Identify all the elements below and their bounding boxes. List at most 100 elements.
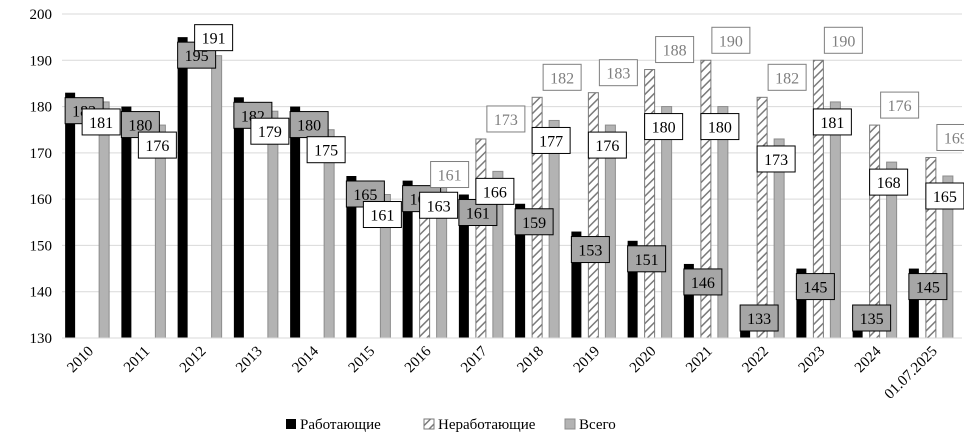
data-label-1: 182 bbox=[767, 63, 807, 91]
data-label-box bbox=[756, 145, 796, 173]
x-tick-label: 2018 bbox=[514, 344, 547, 377]
data-label-1: 161 bbox=[430, 161, 470, 189]
data-label-text: 190 bbox=[719, 33, 743, 50]
data-label-box bbox=[795, 273, 835, 301]
x-tick-label: 2016 bbox=[402, 343, 435, 376]
data-label-text: 190 bbox=[831, 33, 855, 50]
data-label-box bbox=[711, 26, 751, 54]
data-label-box bbox=[936, 123, 964, 151]
data-label-box bbox=[598, 59, 638, 87]
bar-hatched-1 bbox=[756, 96, 768, 339]
data-label-2: 161 bbox=[362, 201, 402, 229]
y-tick-label: 130 bbox=[30, 331, 53, 347]
data-label-2: 163 bbox=[419, 191, 459, 219]
bar-solid-2 bbox=[717, 106, 729, 339]
x-tick-label: 2011 bbox=[121, 344, 153, 376]
data-label-text: 180 bbox=[652, 120, 676, 137]
bar-solid-0 bbox=[571, 231, 582, 338]
legend-label: Неработающие bbox=[438, 417, 536, 433]
x-tick-label: 2012 bbox=[177, 344, 210, 377]
data-label-text: 135 bbox=[860, 311, 884, 328]
data-label-1: 188 bbox=[655, 36, 695, 64]
data-label-text: 182 bbox=[775, 70, 799, 87]
data-label-box bbox=[852, 304, 892, 332]
bar-solid-0 bbox=[177, 37, 188, 339]
x-tick-label: 2017 bbox=[458, 343, 491, 376]
data-label-box bbox=[137, 131, 177, 159]
data-label-2: 179 bbox=[250, 117, 290, 145]
data-label-text: 146 bbox=[691, 275, 715, 292]
data-label-text: 188 bbox=[663, 43, 687, 60]
legend-label: Всего bbox=[579, 417, 616, 433]
data-label-1: 169 bbox=[936, 123, 964, 151]
data-label-box bbox=[627, 245, 667, 273]
data-label-text: 133 bbox=[747, 311, 771, 328]
x-axis-ticks: 2010 2011 2012 2013 2014 2015 2016 2017 2018 2019… bbox=[64, 343, 940, 402]
data-label-text: 153 bbox=[578, 243, 602, 260]
bar-solid-2 bbox=[211, 55, 223, 339]
data-label-box bbox=[430, 161, 470, 189]
data-label-text: 165 bbox=[933, 189, 957, 206]
bar-solid-0 bbox=[402, 180, 413, 338]
data-label-2: 180 bbox=[700, 113, 740, 141]
bar-hatched-1 bbox=[700, 59, 712, 339]
bar-solid-2 bbox=[98, 101, 110, 339]
data-label-0: 180 bbox=[289, 111, 329, 139]
data-label-text: 151 bbox=[635, 252, 659, 269]
bar-solid-0 bbox=[515, 203, 526, 338]
data-label-box bbox=[767, 63, 807, 91]
data-label-text: 161 bbox=[466, 206, 490, 223]
x-tick-label: 2021 bbox=[683, 344, 716, 377]
x-tick-label: 2015 bbox=[346, 344, 379, 377]
y-axis-ticks: 130 140 150 160 170 180 190 200 bbox=[30, 7, 53, 347]
data-label-1: 176 bbox=[880, 91, 920, 119]
data-label-0: 133 bbox=[739, 304, 779, 332]
data-label-2: 166 bbox=[475, 177, 515, 205]
data-label-text: 173 bbox=[494, 112, 518, 129]
x-tick-label: 2023 bbox=[796, 344, 829, 377]
data-label-box bbox=[908, 273, 948, 301]
x-tick-label: 2019 bbox=[571, 344, 604, 377]
data-label-box bbox=[683, 268, 723, 296]
data-label-text: 175 bbox=[314, 143, 338, 160]
data-label-box bbox=[880, 91, 920, 119]
data-label-box bbox=[514, 208, 554, 236]
data-label-0: 159 bbox=[514, 208, 554, 236]
bar-solid-2 bbox=[829, 101, 841, 339]
data-label-box bbox=[570, 236, 610, 264]
y-tick-label: 150 bbox=[30, 238, 53, 254]
data-label-2: 173 bbox=[756, 145, 796, 173]
data-label-text: 165 bbox=[353, 187, 377, 204]
y-tick-label: 140 bbox=[30, 285, 53, 301]
x-tick-label: 01.07.2025 bbox=[882, 344, 941, 403]
y-tick-label: 180 bbox=[30, 100, 53, 116]
data-label-text: 179 bbox=[258, 124, 282, 141]
data-label-box bbox=[869, 168, 909, 196]
y-tick-label: 160 bbox=[30, 192, 53, 208]
legend-item: Неработающие bbox=[423, 417, 536, 433]
data-label-box bbox=[531, 126, 571, 154]
data-label-2: 176 bbox=[137, 131, 177, 159]
bar-solid-0 bbox=[346, 176, 357, 338]
data-label-text: 180 bbox=[128, 118, 152, 135]
data-label-0: 146 bbox=[683, 268, 723, 296]
data-label-box bbox=[486, 105, 526, 133]
data-label-2: 181 bbox=[81, 108, 121, 136]
data-label-1: 183 bbox=[598, 59, 638, 87]
legend-swatch bbox=[423, 418, 435, 430]
data-label-text: 177 bbox=[539, 133, 563, 150]
data-label-box bbox=[823, 26, 863, 54]
bar-solid-0 bbox=[290, 106, 301, 338]
data-label-box bbox=[475, 177, 515, 205]
x-tick-label: 2022 bbox=[739, 344, 772, 377]
data-label-box bbox=[194, 24, 234, 52]
data-label-box bbox=[81, 108, 121, 136]
y-tick-label: 190 bbox=[30, 53, 53, 69]
data-label-text: 176 bbox=[145, 138, 169, 155]
data-label-0: 145 bbox=[908, 273, 948, 301]
bar-solid-2 bbox=[661, 106, 673, 339]
data-label-box bbox=[700, 113, 740, 141]
data-label-text: 181 bbox=[89, 115, 113, 132]
